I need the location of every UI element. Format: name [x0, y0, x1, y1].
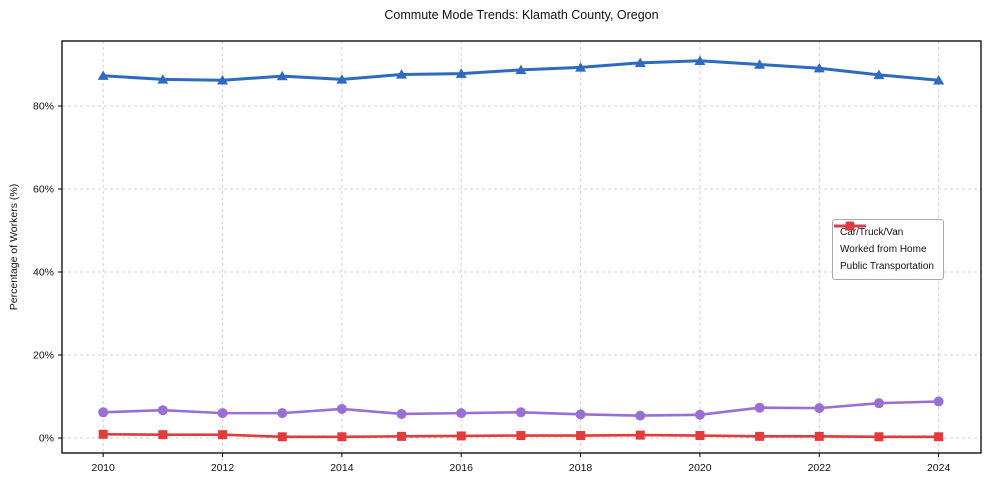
x-tick-label: 2016 [450, 462, 474, 474]
data-point-worked-from-home [694, 409, 705, 420]
data-point-public-transportation [874, 432, 884, 442]
chart-title: Commute Mode Trends: Klamath County, Ore… [384, 8, 659, 22]
x-tick-label: 2012 [211, 462, 235, 474]
data-point-worked-from-home [396, 408, 407, 419]
data-point-public-transportation [397, 431, 407, 441]
legend-item-worked-from-home: Worked from Home [834, 221, 934, 256]
data-point-worked-from-home [157, 405, 168, 416]
legend-label: Worked from Home [840, 244, 927, 255]
data-point-worked-from-home [515, 407, 526, 418]
y-tick-label: 60% [33, 183, 54, 195]
legend-item-public-transportation: Public Transportation [834, 221, 934, 273]
data-point-car-truck-van [634, 57, 646, 68]
x-tick-label: 2018 [569, 462, 593, 474]
y-tick-label: 20% [33, 350, 54, 362]
data-point-worked-from-home [98, 407, 109, 418]
data-point-public-transportation [98, 429, 108, 439]
data-point-car-truck-van [933, 75, 945, 85]
data-point-public-transportation [814, 431, 824, 441]
x-tick-label: 2010 [91, 462, 115, 474]
x-tick-label: 2022 [808, 462, 832, 474]
data-point-worked-from-home [873, 398, 884, 409]
data-point-worked-from-home [933, 396, 944, 407]
data-point-worked-from-home [456, 408, 467, 419]
data-point-car-truck-van [217, 75, 229, 85]
data-point-car-truck-van [276, 70, 288, 81]
data-point-car-truck-van [455, 68, 467, 78]
data-point-worked-from-home [217, 408, 228, 419]
data-point-public-transportation [695, 431, 705, 441]
data-point-public-transportation [337, 432, 347, 442]
data-point-car-truck-van [813, 63, 825, 73]
data-point-public-transportation [158, 430, 168, 440]
x-tick-label: 2024 [927, 462, 951, 474]
y-tick-label: 0% [39, 433, 54, 445]
data-point-worked-from-home [754, 402, 765, 413]
data-point-public-transportation [456, 431, 466, 441]
data-point-car-truck-van [694, 55, 706, 65]
x-tick-label: 2020 [688, 462, 712, 474]
data-point-car-truck-van [515, 64, 527, 75]
legend-label: Car/Truck/Van [840, 227, 904, 238]
data-point-car-truck-van [157, 74, 169, 84]
data-point-worked-from-home [336, 403, 347, 414]
plot-frame [61, 40, 982, 454]
y-tick-label: 40% [33, 267, 54, 279]
data-point-public-transportation [516, 431, 526, 441]
data-point-public-transportation [277, 432, 287, 442]
data-point-public-transportation [576, 431, 586, 441]
x-tick-label: 2014 [330, 462, 354, 474]
data-point-public-transportation [635, 430, 645, 440]
square-marker-icon [834, 221, 866, 231]
data-point-worked-from-home [575, 409, 586, 420]
data-point-car-truck-van [873, 69, 885, 80]
data-point-car-truck-van [396, 69, 408, 79]
data-point-car-truck-van [97, 70, 109, 80]
data-point-car-truck-van [336, 74, 348, 84]
data-point-car-truck-van [575, 62, 587, 72]
legend: Car/Truck/Van Worked from Home Public Tran… [832, 219, 944, 280]
data-point-public-transportation [218, 430, 228, 440]
data-point-worked-from-home [277, 408, 288, 419]
data-point-worked-from-home [635, 410, 646, 421]
legend-label: Public Transportation [840, 261, 934, 272]
data-point-public-transportation [755, 431, 765, 441]
y-tick-label: 80% [33, 100, 54, 112]
data-point-car-truck-van [754, 59, 766, 69]
data-point-worked-from-home [814, 403, 825, 414]
data-point-public-transportation [934, 432, 944, 442]
